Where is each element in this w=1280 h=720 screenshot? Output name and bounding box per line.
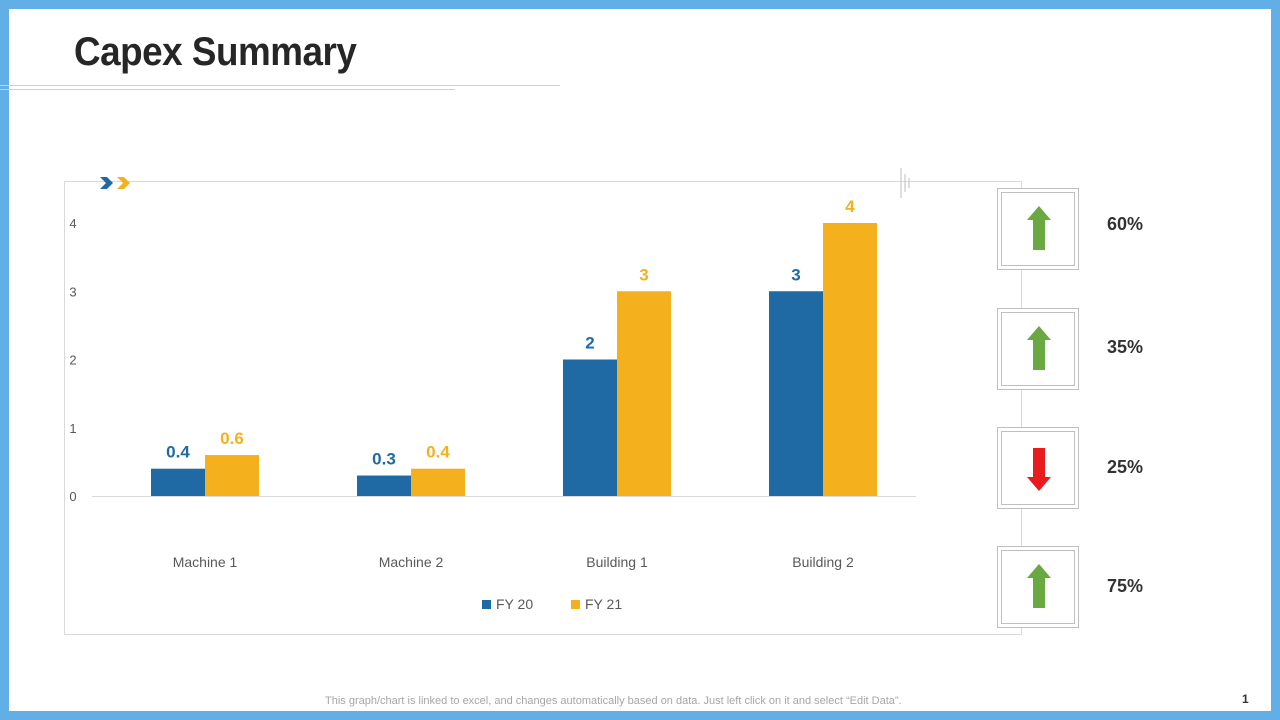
indicator-value-4: 75% <box>1107 576 1144 596</box>
arrow-up-shape <box>1027 564 1051 608</box>
bar-fy-20-0 <box>151 468 205 496</box>
bar-fy-20-1 <box>357 475 411 496</box>
chevron-blue-icon <box>100 177 113 189</box>
x-tick-label: Building 1 <box>586 554 648 570</box>
indicator-value-3: 25% <box>1107 457 1144 477</box>
legend-swatch <box>482 600 491 609</box>
y-tick-label: 2 <box>69 353 76 368</box>
page-title: Capex Summary <box>74 30 357 74</box>
data-label: 3 <box>639 265 648 284</box>
bar-fy-21-1 <box>411 468 465 496</box>
indicator-box-2 <box>997 308 1079 390</box>
x-tick-label: Machine 1 <box>173 554 238 570</box>
indicator-box-4 <box>997 546 1079 628</box>
bar-fy-20-2 <box>563 359 617 496</box>
x-tick-label: Machine 2 <box>379 554 444 570</box>
resize-handle-icon <box>900 168 910 198</box>
x-tick-label: Building 2 <box>792 554 854 570</box>
legend-label: FY 20 <box>496 596 533 612</box>
title-underline-secondary <box>0 89 455 90</box>
footer-note: This graph/chart is linked to excel, and… <box>325 695 902 707</box>
bar-fy-21-3 <box>823 223 877 496</box>
title-underline <box>0 85 560 86</box>
data-label: 3 <box>791 265 800 284</box>
arrow-up-shape <box>1027 326 1051 370</box>
chart-container[interactable] <box>64 181 1022 635</box>
indicator-box-3 <box>997 427 1079 509</box>
indicator-value-2: 35% <box>1107 337 1144 357</box>
data-label: 2 <box>585 334 594 353</box>
indicator-box-1 <box>997 188 1079 270</box>
legend-label: FY 21 <box>585 596 622 612</box>
legend-swatch <box>571 600 580 609</box>
arrow-up-icon <box>1027 564 1051 608</box>
y-tick-label: 0 <box>69 489 76 504</box>
y-tick-label: 3 <box>69 284 76 299</box>
chevron-decoration-icon <box>100 177 130 189</box>
data-label: 4 <box>845 197 855 216</box>
y-tick-label: 4 <box>69 216 76 231</box>
data-label: 0.4 <box>166 443 190 462</box>
arrow-down-icon <box>1027 448 1051 491</box>
bar-fy-20-3 <box>769 291 823 496</box>
arrow-up-shape <box>1027 206 1051 250</box>
arrow-up-icon <box>1027 206 1051 250</box>
arrow-up-icon <box>1027 326 1051 370</box>
data-label: 0.4 <box>426 443 450 462</box>
arrow-down-shape <box>1027 448 1051 491</box>
page-number: 1 <box>1242 692 1249 706</box>
indicator-value-1: 60% <box>1107 214 1144 234</box>
chevron-orange-icon <box>117 177 130 189</box>
bar-fy-21-2 <box>617 291 671 496</box>
bar-fy-21-0 <box>205 455 259 496</box>
y-tick-label: 1 <box>69 421 76 436</box>
data-label: 0.3 <box>372 450 396 469</box>
data-label: 0.6 <box>220 429 244 448</box>
